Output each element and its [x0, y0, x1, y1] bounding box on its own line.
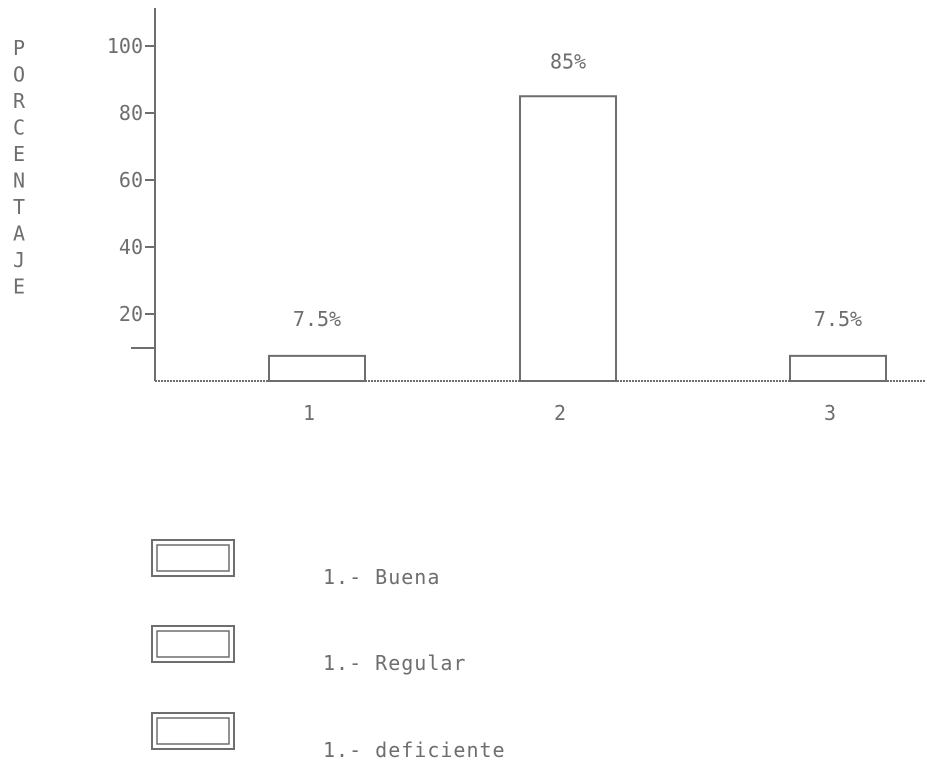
category-labels: 1 2 3 [303, 401, 836, 425]
y-axis-title-letter: T [13, 195, 25, 219]
y-axis-title-letter: O [13, 63, 25, 87]
legend-swatch-outer [151, 539, 235, 577]
data-labels: 7.5% 85% 7.5% [293, 49, 862, 331]
data-label: 7.5% [814, 307, 862, 331]
data-label: 7.5% [293, 307, 341, 331]
y-axis-title-letter: C [13, 116, 25, 140]
legend: 1.- Buena 1.- Regular 1.- deficiente [151, 539, 506, 762]
legend-swatch-outer [151, 625, 235, 663]
y-axis-title-letter: N [13, 169, 25, 193]
bar-3 [789, 354, 887, 382]
category-label: 2 [554, 401, 566, 425]
y-axis-title-letter: E [13, 142, 25, 166]
bars [268, 95, 887, 382]
category-label: 3 [824, 401, 836, 425]
legend-label: 1.- Buena [323, 565, 440, 589]
bar-2 [519, 95, 617, 382]
legend-swatch-inner [156, 630, 230, 658]
y-axis-title-letter: P [13, 36, 25, 60]
y-axis-title-letter: J [13, 248, 25, 272]
legend-label: 1.- Regular [323, 651, 466, 675]
data-label: 85% [550, 49, 586, 73]
y-tick-label: 100 [107, 34, 143, 58]
bar-1 [268, 354, 366, 382]
y-tick-label: 40 [119, 235, 143, 259]
y-axis-title-letter: R [13, 89, 26, 113]
y-axis-title-letter: E [13, 275, 25, 299]
legend-swatch-inner [156, 544, 230, 572]
y-tick-label: 80 [119, 101, 143, 125]
y-tick-label: 60 [119, 168, 143, 192]
legend-swatch-inner [156, 717, 230, 745]
legend-swatch-outer [151, 712, 235, 750]
category-label: 1 [303, 401, 315, 425]
legend-label: 1.- deficiente [323, 738, 506, 762]
y-tick-label: 20 [119, 302, 143, 326]
y-axis-title-letter: A [13, 222, 25, 246]
y-axis-ticks: 20 40 60 80 100 [107, 34, 155, 349]
